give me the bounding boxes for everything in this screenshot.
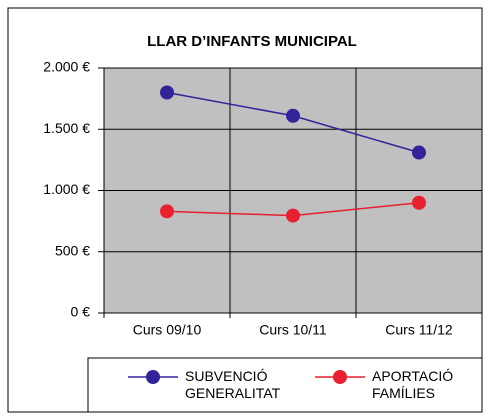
y-tick-label: 500 €	[55, 242, 90, 258]
x-tick-label: Curs 10/11	[259, 322, 327, 338]
legend-box	[87, 357, 483, 413]
legend-label: SUBVENCIÓ GENERALITAT	[185, 368, 281, 401]
data-point	[160, 85, 174, 100]
data-point	[412, 145, 426, 160]
legend-label: APORTACIÓ FAMÍLIES	[372, 368, 454, 401]
chart-title: LLAR D’INFANTS MUNICIPAL	[147, 33, 357, 50]
data-point	[160, 204, 174, 219]
x-tick-label: Curs 09/10	[133, 322, 202, 338]
y-tick-label: 2.000 €	[43, 59, 90, 75]
data-point	[286, 208, 300, 223]
y-tick-label: 1.500 €	[43, 120, 90, 136]
y-tick-label: 0 €	[71, 304, 91, 320]
legend-marker	[146, 370, 160, 384]
data-point	[412, 195, 426, 210]
y-tick-label: 1.000 €	[43, 181, 90, 197]
data-point	[286, 108, 300, 123]
legend-marker	[333, 370, 347, 384]
x-tick-label: Curs 11/12	[385, 322, 453, 338]
